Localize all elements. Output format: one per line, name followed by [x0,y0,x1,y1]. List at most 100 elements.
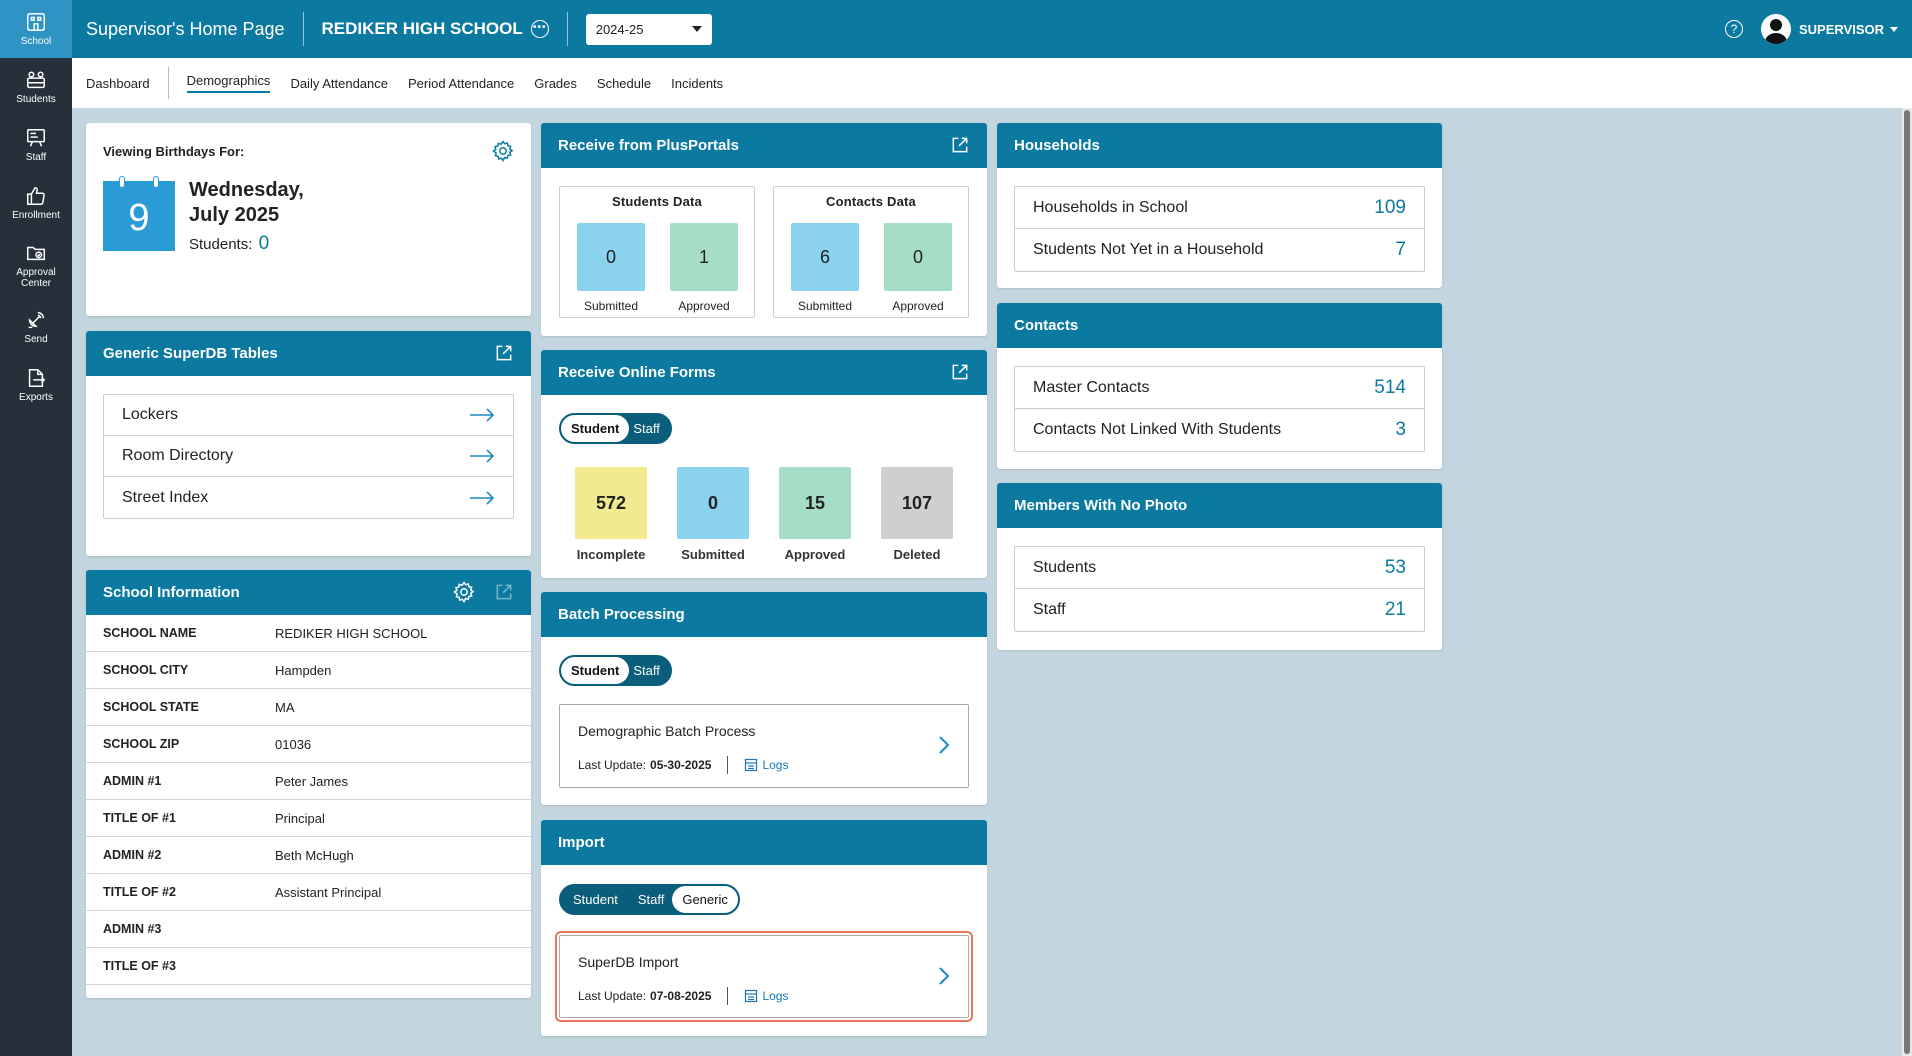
toggle-student[interactable]: Student [561,657,630,684]
staff-icon [27,129,45,147]
caret-down-icon [691,26,702,32]
table-row: TITLE OF #1 Principal [86,800,531,837]
contacts-submitted-stat[interactable]: 6 Submitted [791,223,859,313]
help-icon[interactable]: ? [1724,20,1743,38]
scrollbar[interactable] [1902,108,1912,1056]
toggle-student[interactable]: Student [561,415,630,442]
student-staff-toggle: Student Staff [559,413,672,444]
top-bar: Supervisor's Home Page REDIKER HIGH SCHO… [72,0,1912,58]
rail-item-staff[interactable]: Staff [0,116,72,174]
arrow-right-icon [470,490,495,505]
toggle-generic[interactable]: Generic [672,886,738,913]
logs-icon [745,989,758,1003]
school-info-panel: School Information SCHOOL NAME REDIKER HI… [86,570,531,998]
toggle-student[interactable]: Student [573,892,618,907]
school-switcher[interactable]: REDIKER HIGH SCHOOL ••• [304,19,549,39]
school-name: REDIKER HIGH SCHOOL [321,19,523,38]
households-panel: Households Households in School 109 Stude… [997,123,1442,288]
more-options-icon[interactable]: ••• [530,20,549,38]
contacts-panel: Contacts Master Contacts 514 Contacts Not… [997,303,1442,469]
online-forms-panel: Receive Online Forms Student Staff 572 I… [541,350,987,578]
arrow-right-icon [470,408,495,422]
list-item[interactable]: Students Not Yet in a Household 7 [1033,239,1406,260]
superdb-tables-panel: Generic SuperDB Tables Lockers Room Dire… [86,331,531,556]
rail-item-exports[interactable]: Exports [0,356,72,414]
tab-incidents[interactable]: Incidents [671,75,724,91]
panel-header: Households [997,123,1442,168]
school-year-select[interactable]: 2024-25 [585,13,712,45]
contacts-data-group: Contacts Data 6 Submitted 0 Approved [773,186,969,318]
building-icon [27,13,45,31]
panel-header: Batch Processing [541,592,987,637]
tab-period-attendance[interactable]: Period Attendance [408,75,515,91]
panel-header: Receive Online Forms [541,350,987,395]
tab-demographics[interactable]: Demographics [177,58,281,108]
avatar[interactable] [1760,14,1791,44]
tab-dashboard[interactable]: Dashboard [86,75,150,91]
tab-daily-attendance[interactable]: Daily Attendance [290,75,389,91]
tab-grades[interactable]: Grades [534,75,577,91]
caret-down-icon [1890,26,1898,32]
export-file-icon [28,369,46,387]
superdb-import-card[interactable]: SuperDB Import Last Update: 07-08-2025 L… [555,931,973,1022]
thumbs-up-icon [27,187,45,205]
logs-link[interactable]: Logs [744,758,788,772]
rail-item-approval-center[interactable]: Approval Center [0,232,72,298]
birthday-students-count[interactable]: 0 [258,233,270,254]
external-link-icon[interactable] [494,343,514,363]
households-list: Households in School 109 Students Not Yet… [1014,186,1425,272]
toggle-staff[interactable]: Staff [633,663,660,678]
list-item[interactable]: Staff 21 [1033,599,1406,620]
incomplete-stat[interactable]: 572 Incomplete [575,467,647,562]
students-data-group: Students Data 0 Submitted 1 Approved [559,186,755,318]
divider [566,12,568,46]
gear-icon[interactable] [452,580,476,604]
rail-item-enrollment[interactable]: Enrollment [0,174,72,232]
external-link-icon[interactable] [950,362,970,382]
contacts-approved-stat[interactable]: 0 Approved [884,223,952,313]
list-item[interactable]: Master Contacts 514 [1015,367,1424,409]
gear-icon[interactable] [491,139,515,163]
left-rail: School Students Staff Enrollment Approva… [0,0,72,1056]
toggle-staff[interactable]: Staff [637,892,665,907]
table-row: SCHOOL CITY Hampden [86,652,531,689]
superdb-item-room-directory[interactable]: Room Directory [104,436,513,477]
external-link-icon [496,584,512,600]
list-item[interactable]: Households in School 109 [1015,187,1424,229]
rail-item-send[interactable]: Send [0,298,72,356]
superdb-item-lockers[interactable]: Lockers [104,395,513,436]
superdb-item-street-index[interactable]: Street Index [104,477,513,518]
students-submitted-stat[interactable]: 0 Submitted [577,223,645,313]
deleted-stat[interactable]: 107 Deleted [881,467,953,562]
birthday-students: Students: 0 [189,233,270,254]
scrollbar-thumb[interactable] [1904,110,1910,1054]
toggle-staff[interactable]: Staff [633,421,660,436]
list-item[interactable]: Students 53 [1015,547,1424,589]
import-type-toggle: Student Staff Generic [559,884,740,915]
approved-stat[interactable]: 15 Approved [779,467,851,562]
panel-header: Members With No Photo [997,483,1442,528]
birthday-label: Viewing Birthdays For: [103,144,245,159]
table-row: TITLE OF #2 Assistant Principal [86,874,531,911]
students-approved-stat[interactable]: 1 Approved [670,223,738,313]
batch-processing-panel: Batch Processing Student Staff Demograph… [541,592,987,805]
list-item[interactable]: Contacts Not Linked With Students 3 [1033,419,1406,440]
chevron-right-icon [939,736,950,754]
arrow-right-icon [470,449,495,463]
school-info-table: SCHOOL NAME REDIKER HIGH SCHOOL SCHOOL CI… [86,615,531,985]
user-menu[interactable]: SUPERVISOR [1799,22,1898,37]
submitted-stat[interactable]: 0 Submitted [677,467,749,562]
external-link-icon[interactable] [950,135,970,155]
birthday-date: Wednesday, July 2025 [189,179,304,226]
panel-header: School Information [86,570,531,615]
superdb-list: Lockers Room Directory Street Index [103,394,514,519]
page-title: Supervisor's Home Page [86,18,285,39]
rail-item-students[interactable]: Students [0,58,72,116]
demographic-batch-card[interactable]: Demographic Batch Process Last Update: 0… [559,704,969,788]
logs-link[interactable]: Logs [744,989,788,1003]
logs-icon [745,758,758,772]
no-photo-panel: Members With No Photo Students 53 Staff 21 [997,483,1442,650]
tab-schedule[interactable]: Schedule [596,75,652,91]
satellite-icon [28,311,45,329]
rail-item-school[interactable]: School [0,0,72,58]
